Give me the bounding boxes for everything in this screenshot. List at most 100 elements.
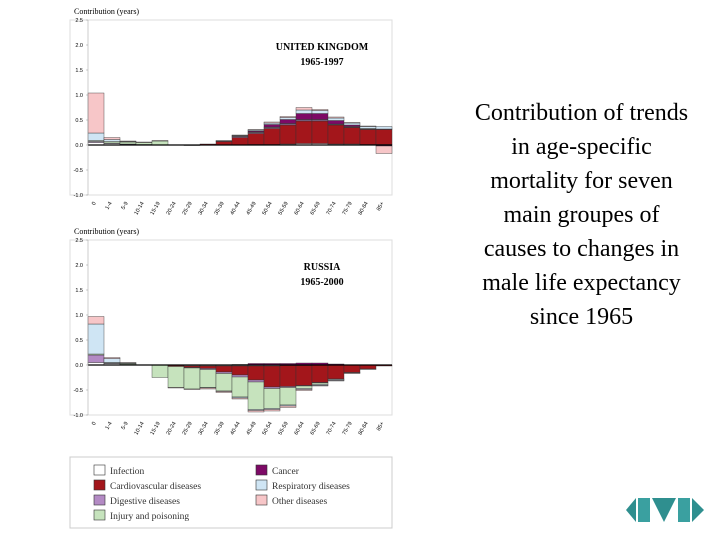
chart-title: UNITED KINGDOM [276,42,369,53]
bar-segment [103,137,121,140]
x-tick-label: 30-34 [197,421,209,436]
y-tick-label: 1.5 [75,288,83,294]
x-tick-label: 45-49 [245,201,257,216]
y-tick-label: 1.5 [75,68,83,74]
bar-segment [183,388,201,390]
bar-segment [311,113,329,120]
legend-label: Injury and poisoning [110,512,189,522]
bar-segment [199,365,217,369]
x-tick-label: 85+ [376,421,386,432]
x-tick-label: 85+ [376,201,386,212]
bar-segment [119,362,137,364]
nav-icon [626,498,704,522]
panel [69,19,393,196]
x-tick-label: 10-14 [133,421,145,436]
legend-swatch [93,479,106,491]
bar-segment [247,365,265,381]
bar-segment [295,365,313,386]
x-tick-label: 45-49 [245,421,257,436]
x-tick-label: 25-29 [181,201,193,216]
bar-segment [103,357,121,359]
bar-segment [231,365,249,376]
y-tick-label: -1.0 [74,193,83,199]
x-tick-label: 35-39 [213,201,225,216]
bar-segment [375,126,393,130]
x-tick-label: 65-69 [309,201,321,216]
bar-segment [247,129,265,131]
x-tick-label: 70-74 [325,201,337,216]
bar-segment [263,122,281,125]
bar-segment [359,125,377,127]
y-tick-label: 2.5 [75,18,83,24]
bar-segment [87,316,105,325]
bar-segment [87,323,105,355]
x-tick-label: 60-64 [293,201,305,216]
bar-segment [263,128,281,145]
y-axis-label: Contribution (years) [74,227,139,236]
bar-segment [295,385,313,389]
bar-segment [263,386,281,389]
legend-box [69,456,393,529]
bar-segment [311,385,329,387]
y-tick-label: -0.5 [74,388,83,394]
bar-segment [343,124,361,127]
x-tick-label: 50-54 [261,421,273,436]
bar-segment [327,116,345,119]
bar-segment [327,364,345,380]
bar-segment [199,387,217,390]
legend-label: Cardiovascular diseases [110,482,201,492]
x-tick-label: 80-84 [357,421,369,436]
bar-segment [311,120,329,144]
y-tick-label: 1.0 [75,313,83,319]
bar-segment [327,380,345,382]
y-axis-label: Contribution (years) [74,7,139,16]
bar-segment [231,397,249,400]
legend-label: Infection [110,466,145,477]
bar-segment [375,145,393,154]
bar-segment [103,358,121,363]
y-tick-label: 0.0 [75,363,83,369]
x-tick-label: 5-9 [121,421,130,431]
bar-segment [151,364,169,378]
legend-swatch [255,464,268,476]
x-tick-label: 1-4 [105,421,114,431]
bar-segment [327,120,345,125]
y-tick-label: 0.5 [75,338,83,344]
x-tick-label: 1-4 [105,201,114,211]
bar-segment [279,365,297,387]
bar-segment [279,387,297,406]
bar-segment [231,137,249,146]
bar-segment [247,381,265,410]
bar-segment [359,129,377,145]
bar-segment [119,141,137,145]
bar-segment [327,124,345,145]
bar-segment [263,409,281,412]
x-tick-label: 75-79 [341,421,353,436]
chart-title: RUSSIA [304,262,341,273]
y-tick-label: 0.5 [75,118,83,124]
bar-segment [263,388,281,409]
x-tick-label: 50-54 [261,201,273,216]
x-tick-label: 20-24 [165,421,177,436]
x-tick-label: 35-39 [213,421,225,436]
bar-segment [247,133,265,145]
x-tick-label: 15-19 [149,201,161,216]
x-tick-label: 0 [91,201,98,207]
bar-segment [311,109,329,111]
bar-segment [343,372,361,374]
legend-swatch [255,494,268,506]
legend-label: Digestive diseases [110,497,180,507]
y-tick-label: 2.0 [75,43,83,49]
x-tick-label: 40-44 [229,421,241,436]
legend-swatch [255,479,268,491]
x-tick-label: 80-84 [357,201,369,216]
x-tick-label: 30-34 [197,201,209,216]
x-tick-label: 25-29 [181,421,193,436]
bar-segment [279,405,297,408]
bar-segment [343,122,361,124]
x-tick-label: 10-14 [133,201,145,216]
x-tick-label: 65-69 [309,421,321,436]
y-tick-label: 2.5 [75,238,83,244]
x-tick-label: 15-19 [149,421,161,436]
bar-segment [215,365,233,373]
